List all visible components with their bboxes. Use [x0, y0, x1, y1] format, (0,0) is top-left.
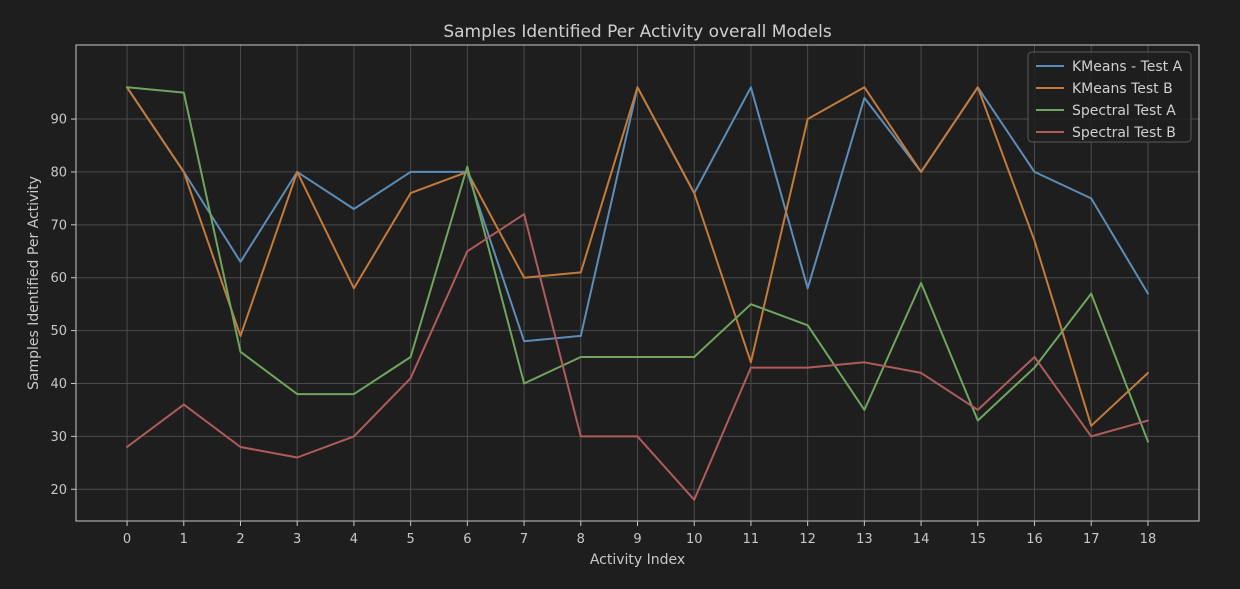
x-tick-label: 10: [686, 532, 703, 547]
legend-label: Spectral Test B: [1072, 125, 1176, 141]
legend-label: KMeans Test B: [1072, 81, 1173, 97]
series-line-kmeans-test-b: [126, 86, 1149, 427]
series-lines: [126, 86, 1149, 501]
x-tick-label: 14: [913, 532, 930, 547]
y-tick-label: 70: [50, 218, 67, 233]
grid: [76, 45, 1199, 521]
x-tick-label: 6: [463, 532, 471, 547]
legend-label: Spectral Test A: [1072, 103, 1176, 119]
x-tick-label: 16: [1026, 532, 1043, 547]
x-tick-label: 5: [406, 532, 414, 547]
legend: KMeans - Test A KMeans Test B Spectral Tes…: [1027, 51, 1192, 143]
x-tick-label: 13: [856, 532, 873, 547]
legend-label: KMeans - Test A: [1072, 59, 1183, 75]
x-tick-label: 15: [970, 532, 987, 547]
x-tick-label: 9: [633, 532, 641, 547]
y-axis-label: Samples Identified Per Activity: [26, 176, 42, 390]
series-line-spectral-test-b: [126, 213, 1149, 501]
x-tick-label: 7: [520, 532, 528, 547]
x-tick-label: 0: [123, 532, 131, 547]
x-tick-label: 12: [799, 532, 816, 547]
x-tick-label: 4: [350, 532, 358, 547]
y-tick-label: 50: [50, 324, 67, 339]
y-tick-label: 60: [50, 271, 67, 286]
x-tick-label: 1: [180, 532, 188, 547]
ticks: 0 1 2 3 4 5 6 7 8 9 10 11 12 13 14 15 16 17 18203040506070…: [50, 113, 1156, 547]
x-tick-label: 18: [1140, 532, 1157, 547]
x-tick-label: 2: [236, 532, 244, 547]
y-tick-label: 90: [50, 113, 67, 128]
chart-title: Samples Identified Per Activity overall …: [443, 22, 831, 42]
x-tick-label: 3: [293, 532, 301, 547]
y-tick-label: 30: [50, 430, 67, 445]
y-tick-label: 20: [50, 483, 67, 498]
legend-box: [1027, 51, 1192, 143]
y-tick-label: 40: [50, 377, 67, 392]
x-tick-label: 8: [577, 532, 585, 547]
x-axis-label: Activity Index: [590, 552, 685, 568]
x-tick-label: 11: [743, 532, 760, 547]
series-line-spectral-test-a: [126, 86, 1149, 443]
x-tick-label: 17: [1083, 532, 1100, 547]
y-tick-label: 80: [50, 165, 67, 180]
